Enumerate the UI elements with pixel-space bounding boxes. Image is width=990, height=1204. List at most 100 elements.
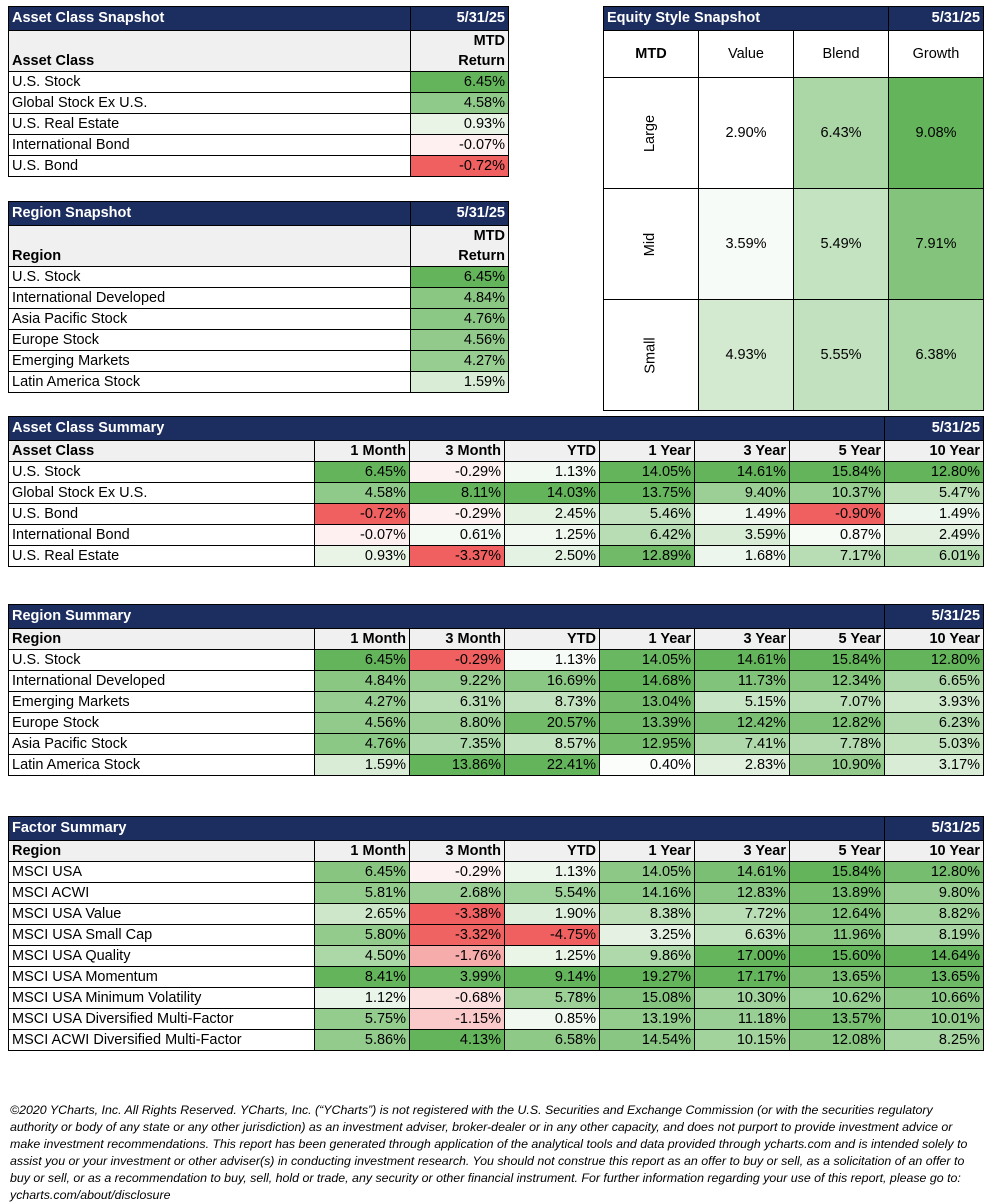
- cell-10-year: 6.65%: [884, 670, 985, 692]
- table-row: International Bond -0.07%: [8, 134, 509, 156]
- cell-10-year: 6.01%: [884, 545, 985, 567]
- summary-column-header: Region 1 Month 3 Month YTD 1 Year 3 Year 5 Yea…: [8, 628, 985, 650]
- cell-3-month: 8.11%: [409, 482, 505, 504]
- table-row: Emerging Markets 4.27%: [8, 350, 509, 372]
- cell-ytd: -4.75%: [504, 924, 600, 946]
- cell-ytd: 1.25%: [504, 945, 600, 967]
- cell-5-year: 13.57%: [788, 1008, 886, 1030]
- row-label: U.S. Stock: [8, 461, 315, 483]
- row-label: Latin America Stock: [8, 754, 315, 776]
- cell-3-year: 11.18%: [694, 1008, 790, 1030]
- cell-3-year: 2.83%: [694, 754, 790, 776]
- cell-1-year: 14.16%: [599, 882, 695, 904]
- asset-snapshot-column-header: Asset Class MTD Return: [8, 30, 509, 72]
- table-row: MSCI ACWI Diversified Multi-Factor 5.86% 4…: [8, 1029, 985, 1051]
- cell-10-year: 5.03%: [884, 733, 985, 755]
- row-label: International Developed: [8, 287, 411, 309]
- cell-3-month: 2.68%: [409, 882, 505, 904]
- row-label: Asia Pacific Stock: [8, 733, 315, 755]
- row-value: -0.07%: [410, 134, 509, 156]
- summary-column-header: Region 1 Month 3 Month YTD 1 Year 3 Year 5 Yea…: [8, 840, 985, 862]
- cell-1-month: 1.12%: [314, 987, 410, 1009]
- cell-1-year: 8.38%: [599, 903, 695, 925]
- row-label: MSCI ACWI: [8, 882, 315, 904]
- cell-ytd: 1.13%: [504, 649, 600, 671]
- cell-5-year: 15.84%: [788, 649, 886, 671]
- row-value: -0.72%: [410, 155, 509, 177]
- table-row: Europe Stock 4.56%: [8, 329, 509, 351]
- table-row: International Bond -0.07% 0.61% 1.25% 6.42% 3…: [8, 524, 985, 546]
- row-label: MSCI USA Small Cap: [8, 924, 315, 946]
- cell-3-month: -1.76%: [409, 945, 505, 967]
- cell-3-year: 12.83%: [694, 882, 790, 904]
- equity-style-rows: Large 2.90% 6.43% 9.08% Mid 3.59% 5.49% 7.91% Sm…: [603, 77, 985, 411]
- cell-1-month: -0.07%: [314, 524, 410, 546]
- asset-snapshot-col-label: Asset Class: [8, 30, 411, 72]
- cell-5-year: 12.64%: [788, 903, 886, 925]
- row-value: 6.45%: [410, 266, 509, 288]
- cell-1-year: 0.40%: [599, 754, 695, 776]
- cell-1-year: 14.05%: [599, 861, 695, 883]
- asset-class-summary: Asset Class Summary 5/31/25 Asset Class 1 M…: [7, 416, 985, 567]
- cell-1-month: 4.58%: [314, 482, 410, 504]
- column-header-1-month: 1 Month: [314, 440, 410, 462]
- equity-style-cell: 5.55%: [792, 299, 890, 411]
- cell-1-month: 4.50%: [314, 945, 410, 967]
- cell-3-year: 1.68%: [694, 545, 790, 567]
- cell-5-year: 13.65%: [788, 966, 886, 988]
- equity-style-row: Small 4.93% 5.55% 6.38%: [603, 299, 985, 411]
- cell-5-year: 15.60%: [788, 945, 886, 967]
- asset-snapshot-col-return: Return: [458, 53, 505, 69]
- cell-ytd: 8.73%: [504, 691, 600, 713]
- equity-style-size-label: Small: [642, 336, 659, 374]
- cell-10-year: 6.23%: [884, 712, 985, 734]
- cell-3-month: -3.37%: [409, 545, 505, 567]
- column-header-10-year: 10 Year: [884, 628, 985, 650]
- cell-1-year: 9.86%: [599, 945, 695, 967]
- column-header-1-year: 1 Year: [599, 440, 695, 462]
- row-label: MSCI USA Momentum: [8, 966, 315, 988]
- equity-style-row: Large 2.90% 6.43% 9.08%: [603, 77, 985, 189]
- cell-1-month: 6.45%: [314, 461, 410, 483]
- row-label: Latin America Stock: [8, 371, 411, 393]
- cell-1-month: 2.65%: [314, 903, 410, 925]
- column-header-1-year: 1 Year: [599, 628, 695, 650]
- table-row: MSCI USA Minimum Volatility 1.12% -0.68% 5.…: [8, 987, 985, 1009]
- table-row: Latin America Stock 1.59% 13.86% 22.41% 0.40…: [8, 754, 985, 776]
- cell-3-year: 14.61%: [694, 649, 790, 671]
- cell-1-year: 14.68%: [599, 670, 695, 692]
- table-row: U.S. Real Estate 0.93% -3.37% 2.50% 12.89% 1.…: [8, 545, 985, 567]
- column-header-5-year: 5 Year: [788, 628, 886, 650]
- cell-3-month: 4.13%: [409, 1029, 505, 1051]
- cell-3-year: 1.49%: [694, 503, 790, 525]
- cell-5-year: 7.07%: [788, 691, 886, 713]
- row-value: 4.84%: [410, 287, 509, 309]
- cell-3-month: 9.22%: [409, 670, 505, 692]
- cell-3-month: -1.15%: [409, 1008, 505, 1030]
- cell-5-year: 7.78%: [788, 733, 886, 755]
- cell-1-month: 8.41%: [314, 966, 410, 988]
- cell-5-year: -0.90%: [788, 503, 886, 525]
- cell-10-year: 1.49%: [884, 503, 985, 525]
- cell-ytd: 0.85%: [504, 1008, 600, 1030]
- cell-3-year: 14.61%: [694, 461, 790, 483]
- asset-snapshot-col-mtd: MTD: [473, 33, 505, 49]
- cell-10-year: 8.25%: [884, 1029, 985, 1051]
- row-value: 4.27%: [410, 350, 509, 372]
- cell-1-year: 6.42%: [599, 524, 695, 546]
- table-row: International Developed 4.84%: [8, 287, 509, 309]
- cell-3-month: 3.99%: [409, 966, 505, 988]
- region-summary: Region Summary 5/31/25 Region 1 Month 3 Mont…: [7, 604, 985, 776]
- column-header-5-year: 5 Year: [788, 840, 886, 862]
- row-label: MSCI ACWI Diversified Multi-Factor: [8, 1029, 315, 1051]
- region-snapshot-column-header: Region MTD Return: [8, 225, 509, 267]
- column-header-3-month: 3 Month: [409, 628, 505, 650]
- region-snapshot-col-mtd: MTD: [473, 228, 505, 244]
- cell-3-month: 7.35%: [409, 733, 505, 755]
- cell-1-month: 5.80%: [314, 924, 410, 946]
- row-label: Emerging Markets: [8, 350, 411, 372]
- cell-3-month: -0.29%: [409, 503, 505, 525]
- equity-style-row-label: Large: [603, 77, 699, 189]
- column-header-10-year: 10 Year: [884, 840, 985, 862]
- row-label: U.S. Real Estate: [8, 113, 411, 135]
